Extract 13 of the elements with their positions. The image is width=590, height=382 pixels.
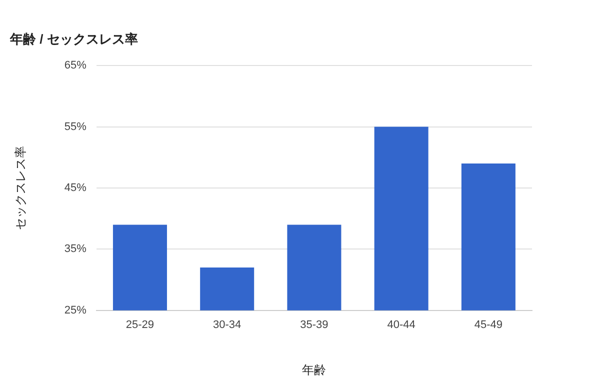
x-axis-title: 年齢	[302, 363, 326, 378]
x-tick-label: 30-34	[213, 319, 242, 332]
y-tick-label: 65%	[64, 60, 87, 72]
y-tick-label: 25%	[64, 304, 87, 316]
x-tick-label: 25-29	[126, 319, 154, 332]
y-tick-label: 55%	[64, 120, 87, 133]
y-tick-label: 35%	[64, 243, 87, 256]
x-tick-label: 40-44	[387, 319, 416, 332]
chart-title: 年齢 / セックスレス率	[9, 31, 138, 46]
x-tick-label: 45-49	[474, 319, 503, 332]
y-axis-title: セックスレス率	[14, 146, 28, 230]
x-tick-label: 35-39	[300, 319, 328, 332]
y-tick-label: 45%	[64, 182, 87, 194]
